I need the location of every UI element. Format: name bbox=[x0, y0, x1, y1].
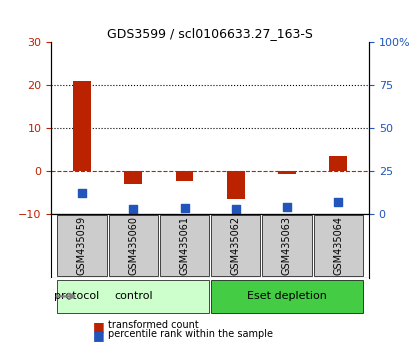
Text: control: control bbox=[114, 291, 152, 301]
Text: transformed count: transformed count bbox=[108, 320, 199, 330]
Title: GDS3599 / scl0106633.27_163-S: GDS3599 / scl0106633.27_163-S bbox=[107, 27, 312, 40]
Text: GSM435064: GSM435064 bbox=[333, 216, 342, 275]
FancyBboxPatch shape bbox=[108, 215, 157, 276]
Text: ■: ■ bbox=[92, 320, 104, 332]
Bar bbox=[175, 171, 193, 182]
Text: GSM435061: GSM435061 bbox=[179, 216, 189, 275]
Bar bbox=[124, 171, 142, 184]
Bar bbox=[328, 156, 346, 171]
Point bbox=[232, 206, 238, 212]
Text: Eset depletion: Eset depletion bbox=[247, 291, 326, 301]
FancyBboxPatch shape bbox=[160, 215, 209, 276]
FancyBboxPatch shape bbox=[211, 280, 362, 313]
Text: percentile rank within the sample: percentile rank within the sample bbox=[108, 329, 273, 339]
Point bbox=[334, 199, 341, 204]
FancyBboxPatch shape bbox=[262, 215, 311, 276]
Bar bbox=[73, 81, 91, 171]
Point bbox=[79, 190, 85, 196]
Text: ■: ■ bbox=[92, 329, 104, 342]
Text: protocol: protocol bbox=[54, 291, 99, 301]
FancyBboxPatch shape bbox=[211, 215, 260, 276]
Bar bbox=[226, 171, 244, 199]
FancyBboxPatch shape bbox=[57, 280, 209, 313]
Text: GSM435059: GSM435059 bbox=[77, 216, 87, 275]
Bar bbox=[277, 171, 295, 174]
FancyBboxPatch shape bbox=[313, 215, 362, 276]
Point bbox=[283, 204, 290, 210]
FancyBboxPatch shape bbox=[57, 215, 106, 276]
Text: GSM435062: GSM435062 bbox=[230, 216, 240, 275]
Point bbox=[181, 205, 187, 210]
Text: GSM435063: GSM435063 bbox=[281, 216, 291, 275]
Point bbox=[130, 206, 136, 212]
Text: GSM435060: GSM435060 bbox=[128, 216, 138, 275]
